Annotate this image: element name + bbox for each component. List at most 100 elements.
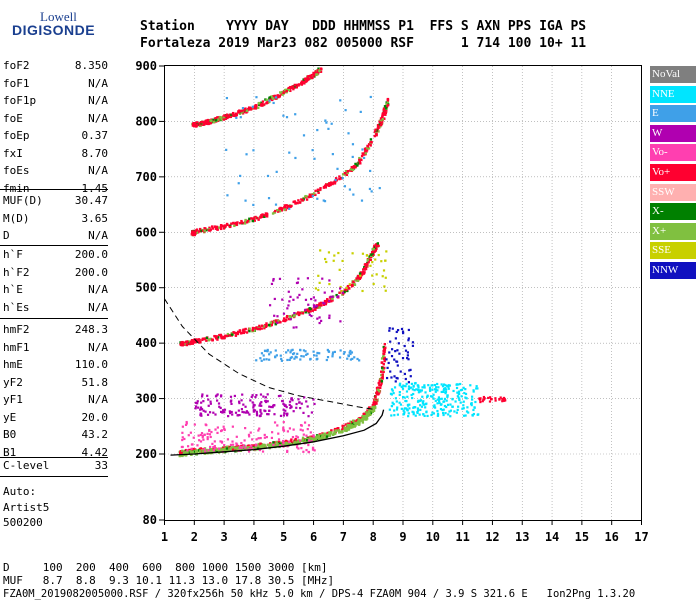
echo-point: [190, 447, 193, 450]
echo-point: [373, 406, 377, 409]
echo-point: [221, 224, 224, 228]
echo-point: [418, 390, 421, 393]
echo-point: [304, 194, 307, 198]
echo-point: [262, 354, 265, 357]
echo-point: [395, 376, 398, 380]
echo-point: [330, 430, 333, 433]
echo-point: [384, 276, 387, 279]
echo-point: [230, 402, 233, 405]
echo-point: [294, 437, 297, 441]
echo-point: [204, 410, 207, 413]
param-value: 110.0: [74, 358, 108, 371]
echo-point: [382, 345, 385, 349]
echo-point: [261, 213, 264, 216]
echo-point: [244, 327, 247, 331]
echo-point: [201, 393, 204, 396]
echo-point: [414, 414, 417, 417]
echo-point: [307, 303, 310, 306]
param-label: fxI: [3, 146, 23, 160]
echo-point: [280, 93, 283, 96]
legend-item: E: [650, 105, 696, 123]
x-tick-label: 2: [191, 530, 198, 544]
echo-point: [344, 427, 347, 430]
echo-point: [282, 402, 285, 406]
echo-point: [375, 392, 379, 395]
echo-point: [234, 332, 238, 335]
echo-point: [280, 357, 283, 360]
echo-point: [316, 128, 319, 132]
echo-point: [241, 446, 244, 449]
echo-point: [381, 368, 385, 372]
echo-point: [374, 396, 377, 400]
echo-point: [282, 439, 285, 443]
echo-point: [212, 411, 215, 414]
echo-point: [421, 401, 424, 404]
echo-point: [461, 407, 464, 410]
echo-point: [192, 436, 195, 439]
echo-point: [220, 334, 223, 338]
echo-point: [365, 147, 368, 150]
echo-point: [324, 119, 327, 122]
echo-point: [335, 429, 338, 432]
echo-point: [222, 116, 226, 119]
echo-point: [251, 326, 255, 330]
echo-point: [231, 113, 234, 116]
echo-point: [292, 87, 295, 91]
echo-point: [377, 125, 380, 128]
echo-point: [222, 227, 226, 230]
echo-point: [390, 414, 393, 417]
echo-point: [232, 447, 235, 450]
echo-point: [288, 151, 291, 154]
echo-point: [319, 70, 323, 73]
param-row: h`E N/A: [3, 282, 108, 298]
echo-point: [433, 383, 437, 387]
param-label: hmF1: [3, 340, 30, 354]
echo-point: [459, 389, 463, 392]
echo-point: [346, 357, 349, 360]
echo-point: [291, 85, 294, 88]
echo-point: [437, 386, 440, 389]
echo-point: [362, 153, 366, 156]
echo-point: [436, 402, 439, 405]
echo-point: [407, 412, 410, 415]
echo-point: [365, 254, 369, 257]
header-values: Fortaleza 2019 Mar23 082 005000 RSF 1 71…: [140, 36, 587, 51]
echo-point: [381, 366, 384, 370]
echo-point: [264, 212, 268, 215]
x-tick-label: 3: [221, 530, 228, 544]
echo-point: [336, 167, 339, 170]
echo-point: [292, 428, 295, 431]
echo-point: [462, 386, 465, 389]
echo-point: [240, 399, 243, 402]
param-value: N/A: [88, 111, 108, 125]
echo-point: [311, 448, 315, 451]
param-row: h`Es N/A: [3, 300, 108, 316]
echo-point: [327, 251, 331, 254]
echo-point: [218, 405, 221, 408]
echo-point: [379, 119, 382, 122]
separator: [0, 476, 108, 477]
echo-point: [408, 369, 411, 372]
echo-point: [245, 111, 248, 114]
echo-point: [284, 439, 288, 443]
echo-point: [446, 394, 449, 397]
echo-point: [224, 447, 227, 450]
echo-point: [234, 411, 238, 414]
echo-point: [407, 381, 410, 384]
echo-point: [338, 430, 341, 434]
echo-point: [216, 228, 219, 231]
echo-point: [333, 350, 336, 354]
echo-point: [263, 326, 266, 330]
echo-point: [352, 165, 356, 168]
echo-point: [436, 382, 439, 386]
echo-point: [239, 174, 242, 177]
echo-point: [448, 410, 451, 413]
echo-point: [194, 341, 197, 344]
echo-point: [273, 297, 276, 301]
echo-point: [285, 351, 288, 354]
echo-point: [263, 215, 266, 218]
echo-point: [292, 410, 295, 413]
echo-point: [194, 405, 198, 408]
echo-point: [432, 393, 435, 396]
echo-point: [203, 447, 206, 451]
